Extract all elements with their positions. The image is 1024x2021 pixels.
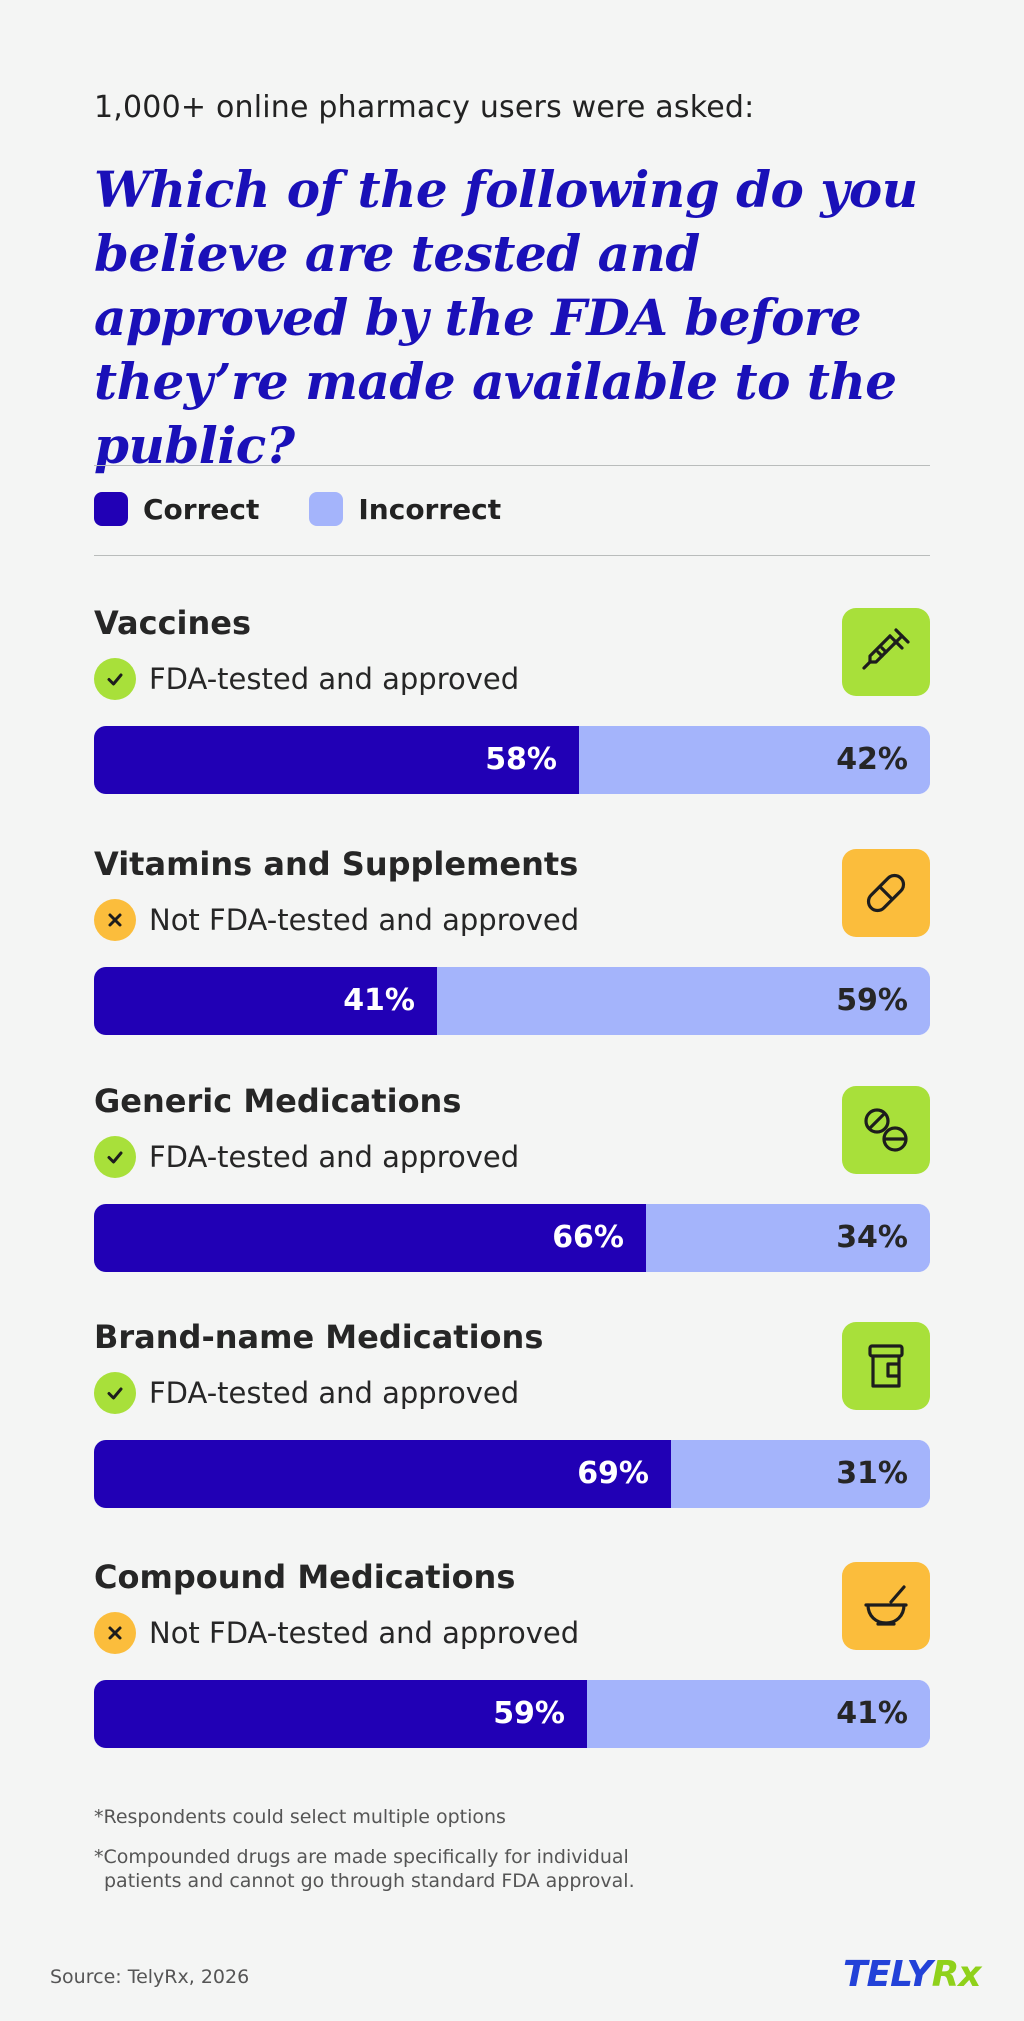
- data-label-incorrect: 42%: [836, 742, 908, 777]
- data-label-correct: 41%: [343, 983, 415, 1018]
- fda-status: Not FDA-tested and approved: [94, 1612, 579, 1654]
- check-icon: [94, 1136, 136, 1178]
- chart-item-vaccines: Vaccines FDA-tested and approved 58% 42%: [94, 604, 930, 794]
- source-text: Source: TelyRx, 2026: [50, 1966, 250, 1988]
- fda-status-text: Not FDA-tested and approved: [149, 1616, 580, 1650]
- legend-label-correct: Correct: [143, 492, 260, 526]
- medicine-bottle-icon: [842, 1322, 930, 1410]
- fda-status-text: Not FDA-tested and approved: [149, 903, 580, 937]
- category-label: Vaccines: [94, 604, 252, 642]
- bar-segment-incorrect: 34%: [646, 1204, 930, 1272]
- stacked-bar: 59% 41%: [94, 1680, 930, 1748]
- fda-status: Not FDA-tested and approved: [94, 899, 579, 941]
- fda-status-text: FDA-tested and approved: [149, 662, 520, 696]
- chart-item-brand-name-medications: Brand-name Medications FDA-tested and app…: [94, 1318, 930, 1508]
- legend-item-correct: Correct: [94, 492, 259, 526]
- x-icon: [94, 899, 136, 941]
- bar-segment-correct: 41%: [94, 967, 437, 1035]
- bar-segment-correct: 59%: [94, 1680, 587, 1748]
- category-label: Generic Medications: [94, 1082, 462, 1120]
- data-label-incorrect: 59%: [836, 983, 908, 1018]
- category-label: Vitamins and Supplements: [94, 845, 579, 883]
- divider-top: [94, 465, 930, 466]
- data-label-incorrect: 34%: [836, 1220, 908, 1255]
- bar-segment-correct: 69%: [94, 1440, 671, 1508]
- chart-item-generic-medications: Generic Medications FDA-tested and approv…: [94, 1082, 930, 1272]
- tablets-icon: [842, 1086, 930, 1174]
- bar-segment-incorrect: 42%: [579, 726, 930, 794]
- check-icon: [94, 1372, 136, 1414]
- data-label-incorrect: 41%: [836, 1696, 908, 1731]
- stacked-bar: 66% 34%: [94, 1204, 930, 1272]
- data-label-correct: 58%: [485, 742, 557, 777]
- legend-swatch-incorrect: [309, 492, 344, 526]
- legend-item-incorrect: Incorrect: [309, 492, 501, 526]
- fda-status: FDA-tested and approved: [94, 1136, 519, 1178]
- data-label-correct: 69%: [577, 1456, 649, 1491]
- divider-bottom: [94, 555, 930, 556]
- data-label-correct: 66%: [552, 1220, 624, 1255]
- x-icon: [94, 1612, 136, 1654]
- syringe-icon: [842, 608, 930, 696]
- data-label-correct: 59%: [493, 1696, 565, 1731]
- legend-label-incorrect: Incorrect: [358, 492, 502, 526]
- pill-capsule-icon: [842, 849, 930, 937]
- category-label: Brand-name Medications: [94, 1318, 544, 1356]
- chart-item-compound-medications: Compound Medications Not FDA-tested and a…: [94, 1558, 930, 1748]
- bar-segment-correct: 58%: [94, 726, 579, 794]
- mortar-pestle-icon: [842, 1562, 930, 1650]
- legend: Correct Incorrect: [94, 492, 551, 526]
- bar-segment-correct: 66%: [94, 1204, 646, 1272]
- stacked-bar: 41% 59%: [94, 967, 930, 1035]
- stacked-bar: 69% 31%: [94, 1440, 930, 1508]
- question-heading: Which of the following do you believe ar…: [94, 160, 918, 475]
- check-icon: [94, 658, 136, 700]
- footnote-compounded-2: patients and cannot go through standard …: [104, 1870, 635, 1892]
- stacked-bar: 58% 42%: [94, 726, 930, 794]
- chart-item-vitamins-and-supplements: Vitamins and Supplements Not FDA-tested a…: [94, 845, 930, 1035]
- bar-segment-incorrect: 59%: [437, 967, 930, 1035]
- footnote-compounded-1: *Compounded drugs are made specifically …: [94, 1846, 629, 1868]
- fda-status-text: FDA-tested and approved: [149, 1376, 520, 1410]
- data-label-incorrect: 31%: [836, 1456, 908, 1491]
- legend-swatch-correct: [94, 492, 128, 526]
- fda-status-text: FDA-tested and approved: [149, 1140, 520, 1174]
- fda-status: FDA-tested and approved: [94, 1372, 519, 1414]
- fda-status: FDA-tested and approved: [94, 658, 519, 700]
- category-label: Compound Medications: [94, 1558, 516, 1596]
- intro-text: 1,000+ online pharmacy users were asked:: [94, 90, 755, 125]
- bar-segment-incorrect: 41%: [587, 1680, 930, 1748]
- telyrx-logo: TELYRx: [843, 1954, 982, 1995]
- footnote-multiple: *Respondents could select multiple optio…: [94, 1806, 506, 1828]
- bar-segment-incorrect: 31%: [671, 1440, 930, 1508]
